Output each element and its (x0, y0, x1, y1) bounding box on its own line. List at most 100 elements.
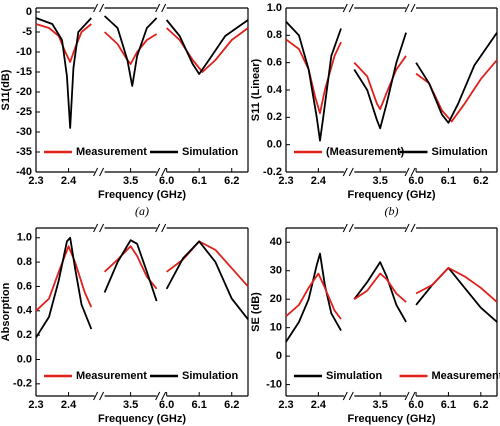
y-tick-label: 30 (270, 265, 282, 277)
x-axis-label: Frequency (GHz) (98, 413, 186, 425)
x-tick-label: 2.3 (28, 175, 43, 187)
x-tick-label: 6.2 (473, 175, 488, 187)
axis-break (155, 167, 161, 177)
y-tick-label: -0.2 (13, 378, 32, 390)
axis-break (155, 391, 161, 401)
panel: 2.3 2.4 3.5 6.0 6.1 6.2 -40 -35 -30 -25 -20 -15 -10 -… (0, 3, 249, 218)
x-tick-label: 2.3 (278, 175, 293, 187)
axis-break (410, 391, 416, 401)
axis-break (342, 391, 348, 401)
y-tick-label: -10 (266, 379, 282, 391)
axis-break (99, 167, 105, 177)
axis-break (155, 3, 161, 13)
x-tick-label: 6.1 (441, 399, 456, 411)
y-axis-label: Absorption (0, 282, 12, 341)
axis-break (404, 3, 410, 13)
legend-label: Simulation (182, 146, 239, 158)
x-tick-label: 3.5 (373, 399, 388, 411)
x-tick-label: 3.5 (123, 399, 138, 411)
panel: 2.3 2.4 3.5 6.0 6.1 6.2 -10 0 10 20 30 40 Frequency … (250, 223, 500, 425)
legend-label: Measurement (76, 146, 147, 158)
axis-break (99, 3, 105, 13)
axis-break (155, 223, 161, 233)
legend-label: Measurement (432, 370, 500, 382)
x-tick-label: 3.5 (373, 175, 388, 187)
axis-break (93, 223, 99, 233)
x-tick-label: 6.0 (159, 175, 174, 187)
axis-break (342, 167, 348, 177)
axis-break (342, 3, 348, 13)
x-tick-label: 6.1 (192, 175, 207, 187)
axis-break (342, 223, 348, 233)
x-tick-label: 2.4 (61, 175, 77, 187)
y-tick-label: -20 (16, 86, 32, 98)
axis-break (404, 391, 410, 401)
axis-break (99, 223, 105, 233)
axis-break (348, 167, 354, 177)
x-tick-label: 6.2 (473, 399, 488, 411)
y-tick-label: 1.0 (267, 2, 282, 14)
y-tick-label: 0.4 (267, 84, 283, 96)
axis-break (161, 3, 167, 13)
series-line (285, 266, 498, 320)
y-tick-label: 0.8 (17, 256, 32, 268)
legend-label: Simulation (432, 146, 489, 158)
y-tick-label: 0.0 (17, 353, 32, 365)
x-tick-label: 2.3 (278, 399, 293, 411)
x-tick-label: 6.1 (441, 175, 456, 187)
panel: 2.3 2.4 3.5 6.0 6.1 6.2 -0.2 0.0 0.2 0.4 0.6 0.8 1.0… (0, 223, 249, 425)
series-line (35, 240, 249, 312)
series-line (285, 252, 498, 343)
axis-break (161, 223, 167, 233)
legend-label: Simulation (326, 370, 383, 382)
x-tick-label: 2.3 (28, 399, 43, 411)
legend-label: Measurement (76, 370, 147, 382)
y-tick-label: -5 (22, 26, 32, 38)
x-tick-label: 6.2 (224, 399, 239, 411)
y-axis-label: SE (dB) (250, 292, 262, 332)
y-tick-label: 0 (26, 6, 32, 18)
x-tick-label: 3.5 (123, 175, 138, 187)
axis-break (404, 223, 410, 233)
axis-break (93, 167, 99, 177)
x-tick-label: 6.1 (192, 399, 207, 411)
axis-break (161, 167, 167, 177)
y-axis-label: S11(dB) (0, 69, 12, 110)
x-axis-label: Frequency (GHz) (347, 189, 435, 201)
caption: (b) (385, 204, 399, 218)
x-tick-label: 2.4 (311, 399, 327, 411)
axis-break (99, 391, 105, 401)
series-line (35, 23, 249, 73)
y-tick-label: 0 (276, 350, 282, 362)
x-tick-label: 6.0 (408, 175, 423, 187)
series-line (35, 236, 249, 339)
y-tick-label: 0.2 (267, 111, 282, 123)
x-tick-label: 2.4 (311, 175, 327, 187)
y-tick-label: 0.2 (17, 329, 32, 341)
axis-break (404, 167, 410, 177)
y-tick-label: 40 (270, 236, 282, 248)
series-line (35, 15, 249, 129)
caption: (a) (135, 204, 149, 218)
y-tick-label: 20 (270, 293, 282, 305)
legend-label: (Measurement) (326, 146, 405, 158)
panel: 2.3 2.4 3.5 6.0 6.1 6.2 -0.2 0.0 0.2 0.4 0.6 0.8 1.0… (250, 2, 498, 218)
x-tick-label: 6.0 (408, 399, 423, 411)
y-tick-label: -25 (16, 106, 32, 118)
x-axis-label: Frequency (GHz) (347, 413, 435, 425)
y-tick-label: 0.8 (267, 29, 282, 41)
y-tick-label: -40 (16, 166, 32, 178)
y-tick-label: -15 (16, 66, 32, 78)
series-line (285, 21, 498, 142)
y-tick-label: 0.6 (17, 280, 32, 292)
y-tick-label: 10 (270, 322, 282, 334)
axis-break (161, 391, 167, 401)
axis-break (348, 3, 354, 13)
axis-break (93, 391, 99, 401)
y-tick-label: -10 (16, 46, 32, 58)
axis-break (410, 3, 416, 13)
y-tick-label: 0.4 (17, 305, 33, 317)
x-tick-label: 6.2 (224, 175, 239, 187)
x-axis-label: Frequency (GHz) (98, 189, 186, 201)
